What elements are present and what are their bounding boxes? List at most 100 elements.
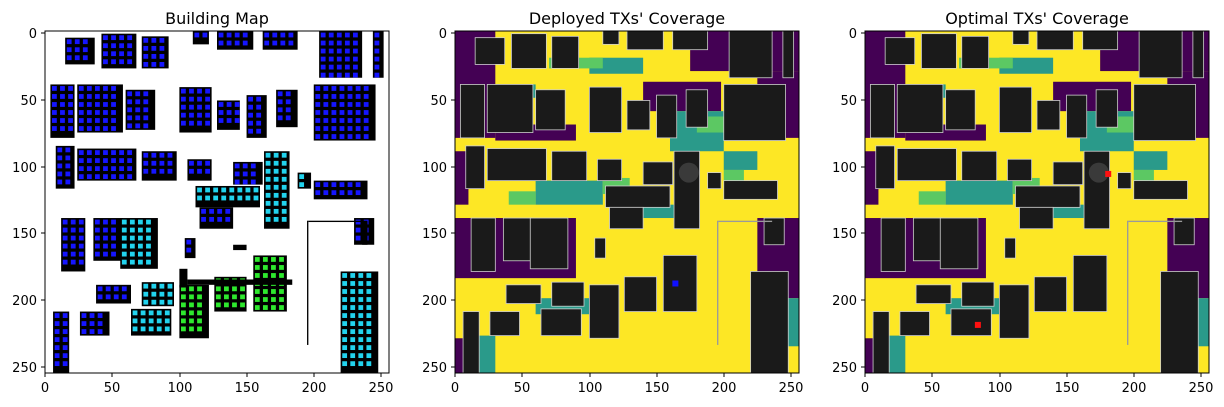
building <box>1007 158 1033 182</box>
building-marker <box>119 174 124 180</box>
building-marker <box>240 294 245 300</box>
building <box>662 255 698 312</box>
building-marker <box>366 353 372 359</box>
building-marker <box>68 110 73 115</box>
building-marker <box>151 160 157 166</box>
building-marker <box>353 32 358 38</box>
building-marker <box>347 182 353 188</box>
building-marker <box>127 43 133 49</box>
building-marker <box>121 294 127 300</box>
building-marker <box>358 337 364 343</box>
building-marker <box>54 345 60 351</box>
building-marker <box>323 86 329 91</box>
building-marker <box>262 305 268 310</box>
building-marker <box>167 168 173 174</box>
building-marker <box>328 64 334 70</box>
building-marker <box>347 134 353 139</box>
building-marker <box>347 118 353 123</box>
building <box>372 31 384 78</box>
building-marker <box>350 305 356 310</box>
building-marker <box>271 265 276 270</box>
building-marker <box>254 257 260 262</box>
building-marker <box>97 286 103 292</box>
building-marker <box>68 102 73 107</box>
building-marker <box>197 310 202 316</box>
building-marker <box>113 286 119 292</box>
building-marker <box>121 259 127 265</box>
building <box>750 271 789 374</box>
building <box>462 311 480 374</box>
building-marker <box>328 40 334 46</box>
building-marker <box>62 259 68 265</box>
deployed-coverage-y-tick-label: 250 <box>422 361 447 376</box>
building-marker <box>66 47 72 53</box>
building-marker <box>315 126 321 131</box>
building-marker <box>103 158 108 163</box>
building-marker <box>65 155 71 161</box>
building-map-y-tick-label: 50 <box>20 94 37 109</box>
building <box>588 86 623 133</box>
building-marker <box>229 187 235 193</box>
building-marker <box>224 294 229 300</box>
optimal-coverage-y-tick-label: 200 <box>832 294 857 309</box>
building-marker <box>111 59 116 65</box>
building-marker <box>339 94 345 99</box>
building-marker <box>273 160 279 166</box>
building <box>1072 255 1108 312</box>
optimal-coverage-x-tick-label: 250 <box>1189 381 1214 396</box>
building-marker <box>271 289 276 294</box>
building-marker <box>281 200 287 206</box>
building <box>77 84 123 133</box>
building-marker <box>189 294 194 300</box>
building-marker <box>111 166 116 172</box>
building-marker <box>221 187 227 193</box>
building-marker <box>119 43 124 49</box>
building-map-y-tick-label: 150 <box>12 227 37 242</box>
building-marker <box>194 32 200 38</box>
building <box>1133 180 1188 200</box>
deployed-coverage-x-tick-label: 250 <box>779 381 804 396</box>
building <box>1133 84 1196 141</box>
building-marker <box>273 192 279 198</box>
building-marker <box>95 102 100 107</box>
building-marker <box>366 337 372 343</box>
deployed-coverage-title: Deployed TXs' Coverage <box>529 9 725 28</box>
building-marker <box>54 329 60 334</box>
building <box>763 217 785 246</box>
building-marker <box>256 96 262 102</box>
building-marker <box>135 91 141 97</box>
building-marker <box>167 160 173 166</box>
building-marker <box>70 243 76 249</box>
building-marker <box>374 56 380 62</box>
building-marker <box>78 259 84 265</box>
building-marker <box>336 48 342 54</box>
building-marker <box>181 96 186 102</box>
building-marker <box>315 118 321 123</box>
building <box>961 35 990 69</box>
building-marker <box>159 291 165 297</box>
building-marker <box>146 243 151 249</box>
building-marker <box>273 152 279 158</box>
building-marker <box>344 32 350 38</box>
building-marker <box>320 32 326 38</box>
building-marker <box>366 281 372 286</box>
building-marker <box>121 286 127 292</box>
optimal-coverage-y-tick-label: 150 <box>832 227 857 242</box>
building <box>642 161 674 186</box>
building-marker <box>197 318 202 324</box>
building-marker <box>339 182 345 188</box>
building-marker <box>189 120 194 126</box>
building <box>672 30 709 51</box>
building-marker <box>271 297 276 302</box>
building-marker <box>323 118 329 123</box>
building-marker <box>127 35 133 41</box>
building-marker <box>95 219 100 225</box>
building-marker <box>111 150 116 155</box>
building <box>551 281 585 307</box>
building-marker <box>181 104 186 110</box>
building-marker <box>143 283 149 289</box>
building-marker <box>86 126 92 131</box>
building-marker <box>151 53 157 59</box>
deployed-coverage-y-tick-label: 50 <box>430 94 447 109</box>
building-marker <box>205 168 210 174</box>
